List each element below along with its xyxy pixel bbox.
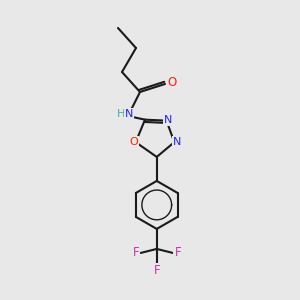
Text: F: F — [174, 246, 181, 260]
Text: N: N — [173, 137, 182, 147]
Text: N: N — [125, 109, 133, 119]
Text: F: F — [132, 246, 139, 260]
Text: O: O — [129, 137, 138, 147]
Text: O: O — [167, 76, 177, 89]
Text: F: F — [153, 264, 160, 278]
Text: N: N — [164, 115, 173, 124]
Text: H: H — [117, 109, 125, 119]
